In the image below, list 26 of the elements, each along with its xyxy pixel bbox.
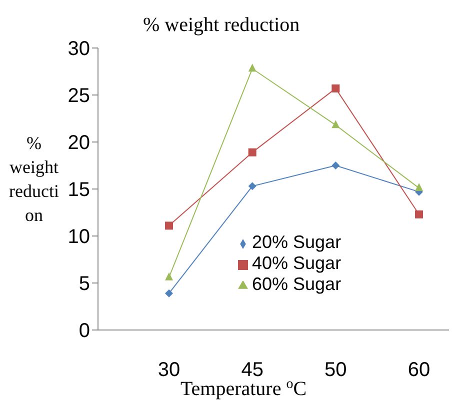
x-tick-label: 30 [158, 359, 180, 382]
y-tick-label: 10 [68, 226, 90, 248]
y-axis-title: % weight reduction [9, 133, 59, 225]
y-tick-label: 15 [68, 179, 90, 202]
point [415, 210, 423, 218]
point [165, 272, 173, 280]
legend-label: 20% Sugar [252, 232, 342, 252]
chart-title: % weight reduction [143, 14, 300, 37]
x-tick-label: 50 [324, 359, 347, 382]
x-tick-label: 60 [408, 359, 430, 382]
y-tick-label: 25 [68, 85, 90, 108]
point [248, 148, 256, 156]
point [165, 222, 173, 230]
point [248, 182, 256, 190]
point [165, 289, 173, 298]
y-tick-label: 20 [68, 132, 90, 154]
point [332, 84, 340, 92]
y-tick-label: 30 [68, 38, 90, 60]
legend-label: 60% Sugar [252, 274, 342, 294]
point [415, 183, 423, 192]
y-tick-label: 5 [78, 273, 90, 296]
point [248, 64, 256, 72]
legend-label: 40% Sugar [252, 253, 342, 273]
point [332, 120, 340, 128]
y-tick-label: 0 [78, 320, 90, 342]
point [332, 162, 340, 170]
